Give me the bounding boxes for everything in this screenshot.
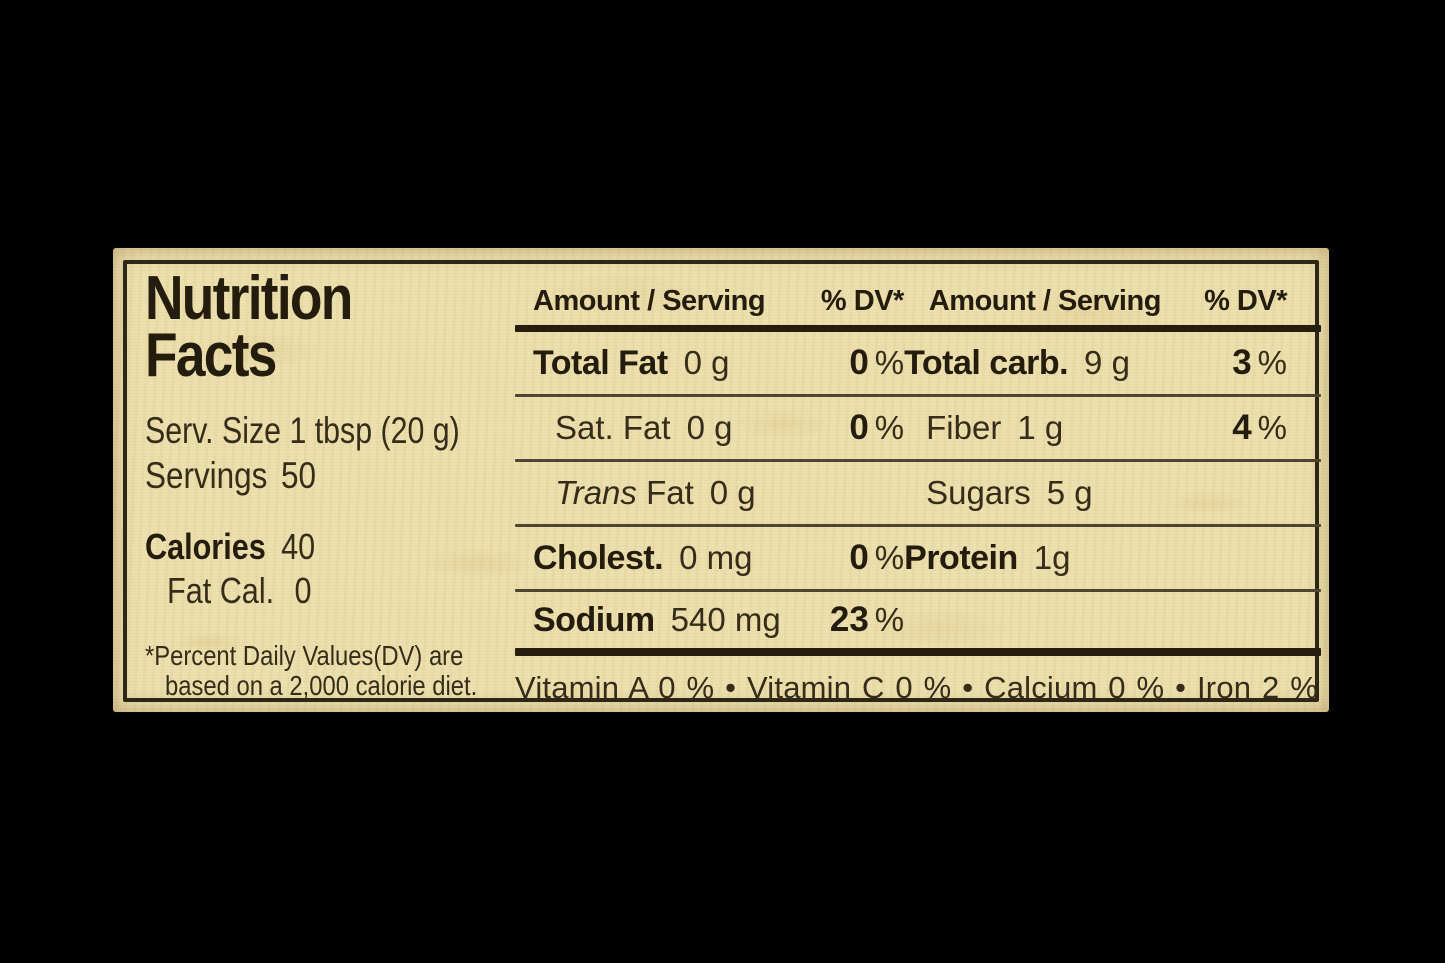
serving-size-line: Serv. Size 1 tbsp (20 g) <box>145 410 460 451</box>
header-right-column: Amount / Serving % DV* <box>904 285 1321 318</box>
nutrition-facts-label: Nutrition Facts Serv. Size 1 tbsp (20 g)… <box>113 248 1329 712</box>
sat-fat-value: 0 g <box>686 409 733 446</box>
row-divider-rule <box>515 459 1321 462</box>
sat-fat-name: Sat. Fat <box>555 409 671 446</box>
header-amount-serving-left: Amount / Serving <box>533 285 766 317</box>
sodium-name: Sodium <box>533 601 655 639</box>
row-divider-rule <box>515 394 1321 397</box>
row-cholesterol-protein: Cholest. 0 mg 0% Protein 1g <box>515 527 1321 589</box>
left-column: Nutrition Facts Serv. Size 1 tbsp (20 g)… <box>145 264 517 701</box>
sodium-dv: 23% <box>829 600 905 639</box>
sugars-value: 5 g <box>1046 474 1093 511</box>
header-divider-rule <box>515 325 1321 332</box>
row-totalfat-totalcarb: Total Fat 0 g 0% Total carb. 9 g 3% <box>515 332 1321 394</box>
header-middle-column: Amount / Serving % DV* <box>515 285 904 318</box>
fat-cal-value: 0 <box>294 570 312 611</box>
servings-value: 50 <box>280 455 316 496</box>
calories-label: Calories <box>145 526 266 567</box>
total-carb-name: Total carb. <box>904 344 1069 382</box>
sat-fat-dv: 0% <box>849 408 905 447</box>
row-sodium: Sodium 540 mg 23% <box>515 592 1321 648</box>
servings-label: Servings <box>145 455 268 496</box>
fiber-name: Fiber <box>926 409 1002 446</box>
calories-value: 40 <box>281 526 316 567</box>
fat-cal-label: Fat Cal. <box>167 570 275 611</box>
row-transfat-sugars: Trans Fat 0 g Sugars 5 g <box>515 462 1321 524</box>
nutrition-facts-title: Nutrition Facts <box>145 264 517 390</box>
cholesterol-value: 0 mg <box>679 539 753 576</box>
footnote-line-2: based on a 2,000 calorie diet. <box>165 670 478 701</box>
sugars-name: Sugars <box>926 474 1031 511</box>
nutrient-table: Amount / Serving % DV* Amount / Serving … <box>515 262 1321 714</box>
cholesterol-dv: 0% <box>849 538 905 577</box>
title-line-2: Facts <box>145 321 277 390</box>
bottom-thick-rule <box>515 648 1321 656</box>
trans-fat-value: 0 g <box>709 474 756 511</box>
servings-line: Servings 50 <box>145 453 517 499</box>
total-carb-dv: 3% <box>1232 343 1287 382</box>
header-percent-dv-left: % DV* <box>820 285 904 317</box>
protein-value: 1g <box>1033 538 1071 576</box>
fat-calories-line: Fat Cal. 0 <box>145 569 517 613</box>
row-satfat-fiber: Sat. Fat 0 g 0% Fiber 1 g 4% <box>515 397 1321 459</box>
cholesterol-name: Cholest. <box>533 539 664 577</box>
header-percent-dv-right: % DV* <box>1204 285 1287 317</box>
fiber-dv: 4% <box>1232 408 1287 447</box>
table-header-row: Amount / Serving % DV* Amount / Serving … <box>515 262 1321 325</box>
footnote-line-1: *Percent Daily Values(DV) are <box>145 640 464 671</box>
daily-values-footnote: *Percent Daily Values(DV) are based on a… <box>145 641 517 701</box>
row-vitamins-minerals: Vitamin A 0 % • Vitamin C 0 % • Calcium … <box>515 656 1321 714</box>
total-carb-value: 9 g <box>1084 344 1130 381</box>
sodium-value: 540 mg <box>670 601 781 638</box>
protein-name: Protein <box>904 538 1018 577</box>
total-fat-dv: 0% <box>849 343 905 382</box>
fiber-value: 1 g <box>1017 409 1064 446</box>
row-divider-rule <box>515 524 1321 527</box>
header-amount-serving-right: Amount / Serving <box>928 285 1162 317</box>
title-line-1: Nutrition <box>145 264 353 333</box>
total-fat-name: Total Fat <box>533 344 668 382</box>
vitamins-minerals-line: Vitamin A 0 % • Vitamin C 0 % • Calcium … <box>515 670 1319 705</box>
calories-line: Calories 40 <box>145 525 517 569</box>
trans-fat-name: Trans Fat <box>555 474 694 511</box>
row-divider-rule <box>515 589 1321 592</box>
total-fat-value: 0 g <box>683 344 730 381</box>
